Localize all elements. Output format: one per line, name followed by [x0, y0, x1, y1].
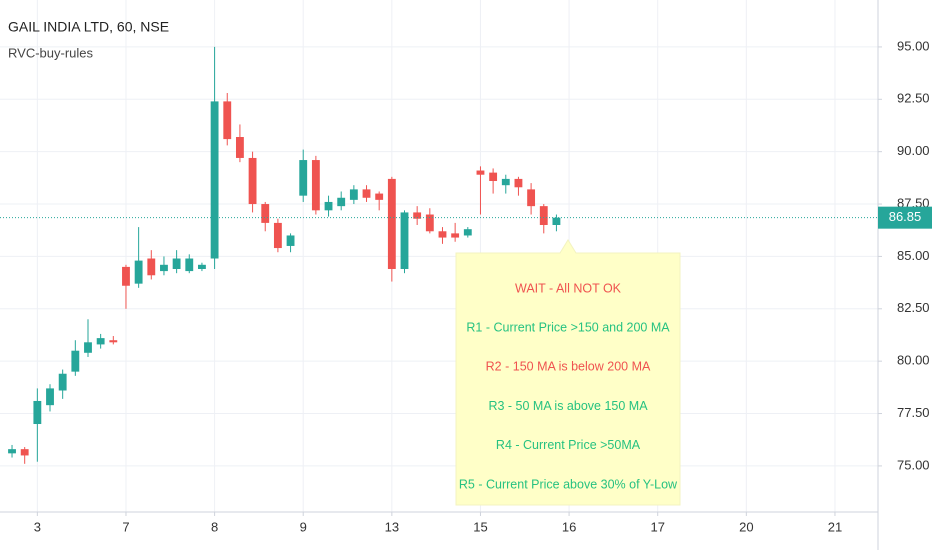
x-tick-label: 13 [385, 519, 399, 534]
tooltip-box [455, 239, 681, 506]
candle-body [476, 170, 485, 175]
y-tick-label: 82.50 [897, 300, 930, 315]
candle-body [438, 231, 447, 238]
candle-body [362, 189, 371, 198]
annotation: R3 - 50 MA is above 150 MA [488, 399, 648, 413]
annotation: R5 - Current Price above 30% of Y-Low [459, 477, 678, 491]
candle-body [527, 189, 536, 207]
candle-body [349, 189, 358, 200]
candle-body [387, 178, 396, 269]
y-tick-label: 90.00 [897, 143, 930, 158]
candle-body [172, 258, 181, 269]
candle-body [185, 258, 194, 272]
candle-body [223, 101, 232, 140]
x-tick-label: 16 [562, 519, 576, 534]
candle-body [20, 449, 29, 456]
candle-body [235, 137, 244, 158]
candle-body [248, 157, 257, 205]
y-tick-label: 77.50 [897, 405, 930, 420]
candle-body [147, 258, 156, 276]
candle-body [311, 160, 320, 211]
y-tick-label: 75.00 [897, 457, 930, 472]
candle-body [299, 160, 308, 196]
candle-body [539, 206, 548, 225]
candle-body [413, 212, 422, 219]
candle-body [273, 222, 282, 249]
candle-body [109, 340, 118, 343]
chart-title: GAIL INDIA LTD, 60, NSE [8, 19, 169, 35]
y-tick-label: 80.00 [897, 353, 930, 368]
candle-body [198, 264, 206, 269]
annotation: R2 - 150 MA is below 200 MA [486, 360, 651, 374]
y-tick-label: 85.00 [897, 248, 930, 263]
y-tick-label: 95.00 [897, 38, 930, 53]
candle-body [425, 214, 434, 232]
candle-body [552, 217, 561, 225]
last-price-label: 86.85 [889, 209, 922, 224]
candle-body [134, 260, 143, 284]
x-tick-label: 9 [300, 519, 307, 534]
candle-body [337, 197, 346, 207]
x-tick-label: 15 [473, 519, 487, 534]
x-tick-label: 21 [828, 519, 842, 534]
candle-body [122, 266, 130, 286]
candle-body [58, 373, 67, 391]
tooltip: WAIT - All NOT OK R1 - Current Price >150… [455, 239, 681, 506]
candle-body [160, 264, 168, 272]
annotation: WAIT - All NOT OK [515, 281, 622, 295]
candle-body [8, 449, 16, 454]
candle-body [46, 388, 54, 406]
candles [8, 46, 561, 464]
candle-body [33, 400, 42, 425]
candle-body [71, 350, 80, 372]
candle-body [324, 201, 333, 211]
x-tick-label: 7 [122, 519, 129, 534]
candle-body [210, 101, 219, 259]
candle-body [84, 342, 92, 353]
y-tick-label: 92.50 [897, 91, 930, 106]
x-tick-label: 20 [739, 519, 753, 534]
x-tick-label: 3 [34, 519, 41, 534]
candle-body [96, 338, 105, 345]
candle-body [501, 178, 510, 186]
candle-body [463, 229, 472, 236]
candle-body [286, 235, 295, 246]
last-price-badge [878, 206, 932, 229]
x-tick-label: 17 [650, 519, 664, 534]
chart-subtitle: RVC-buy-rules [8, 45, 94, 60]
candle-body [375, 193, 384, 200]
candle-body [489, 172, 498, 182]
annotation: R4 - Current Price >50MA [496, 438, 641, 452]
x-tick-label: 8 [211, 519, 218, 534]
candle-body [514, 178, 523, 188]
candle-body [451, 233, 460, 238]
candle-body [261, 204, 270, 223]
annotation: R1 - Current Price >150 and 200 MA [466, 320, 670, 334]
candle-body [400, 212, 409, 269]
